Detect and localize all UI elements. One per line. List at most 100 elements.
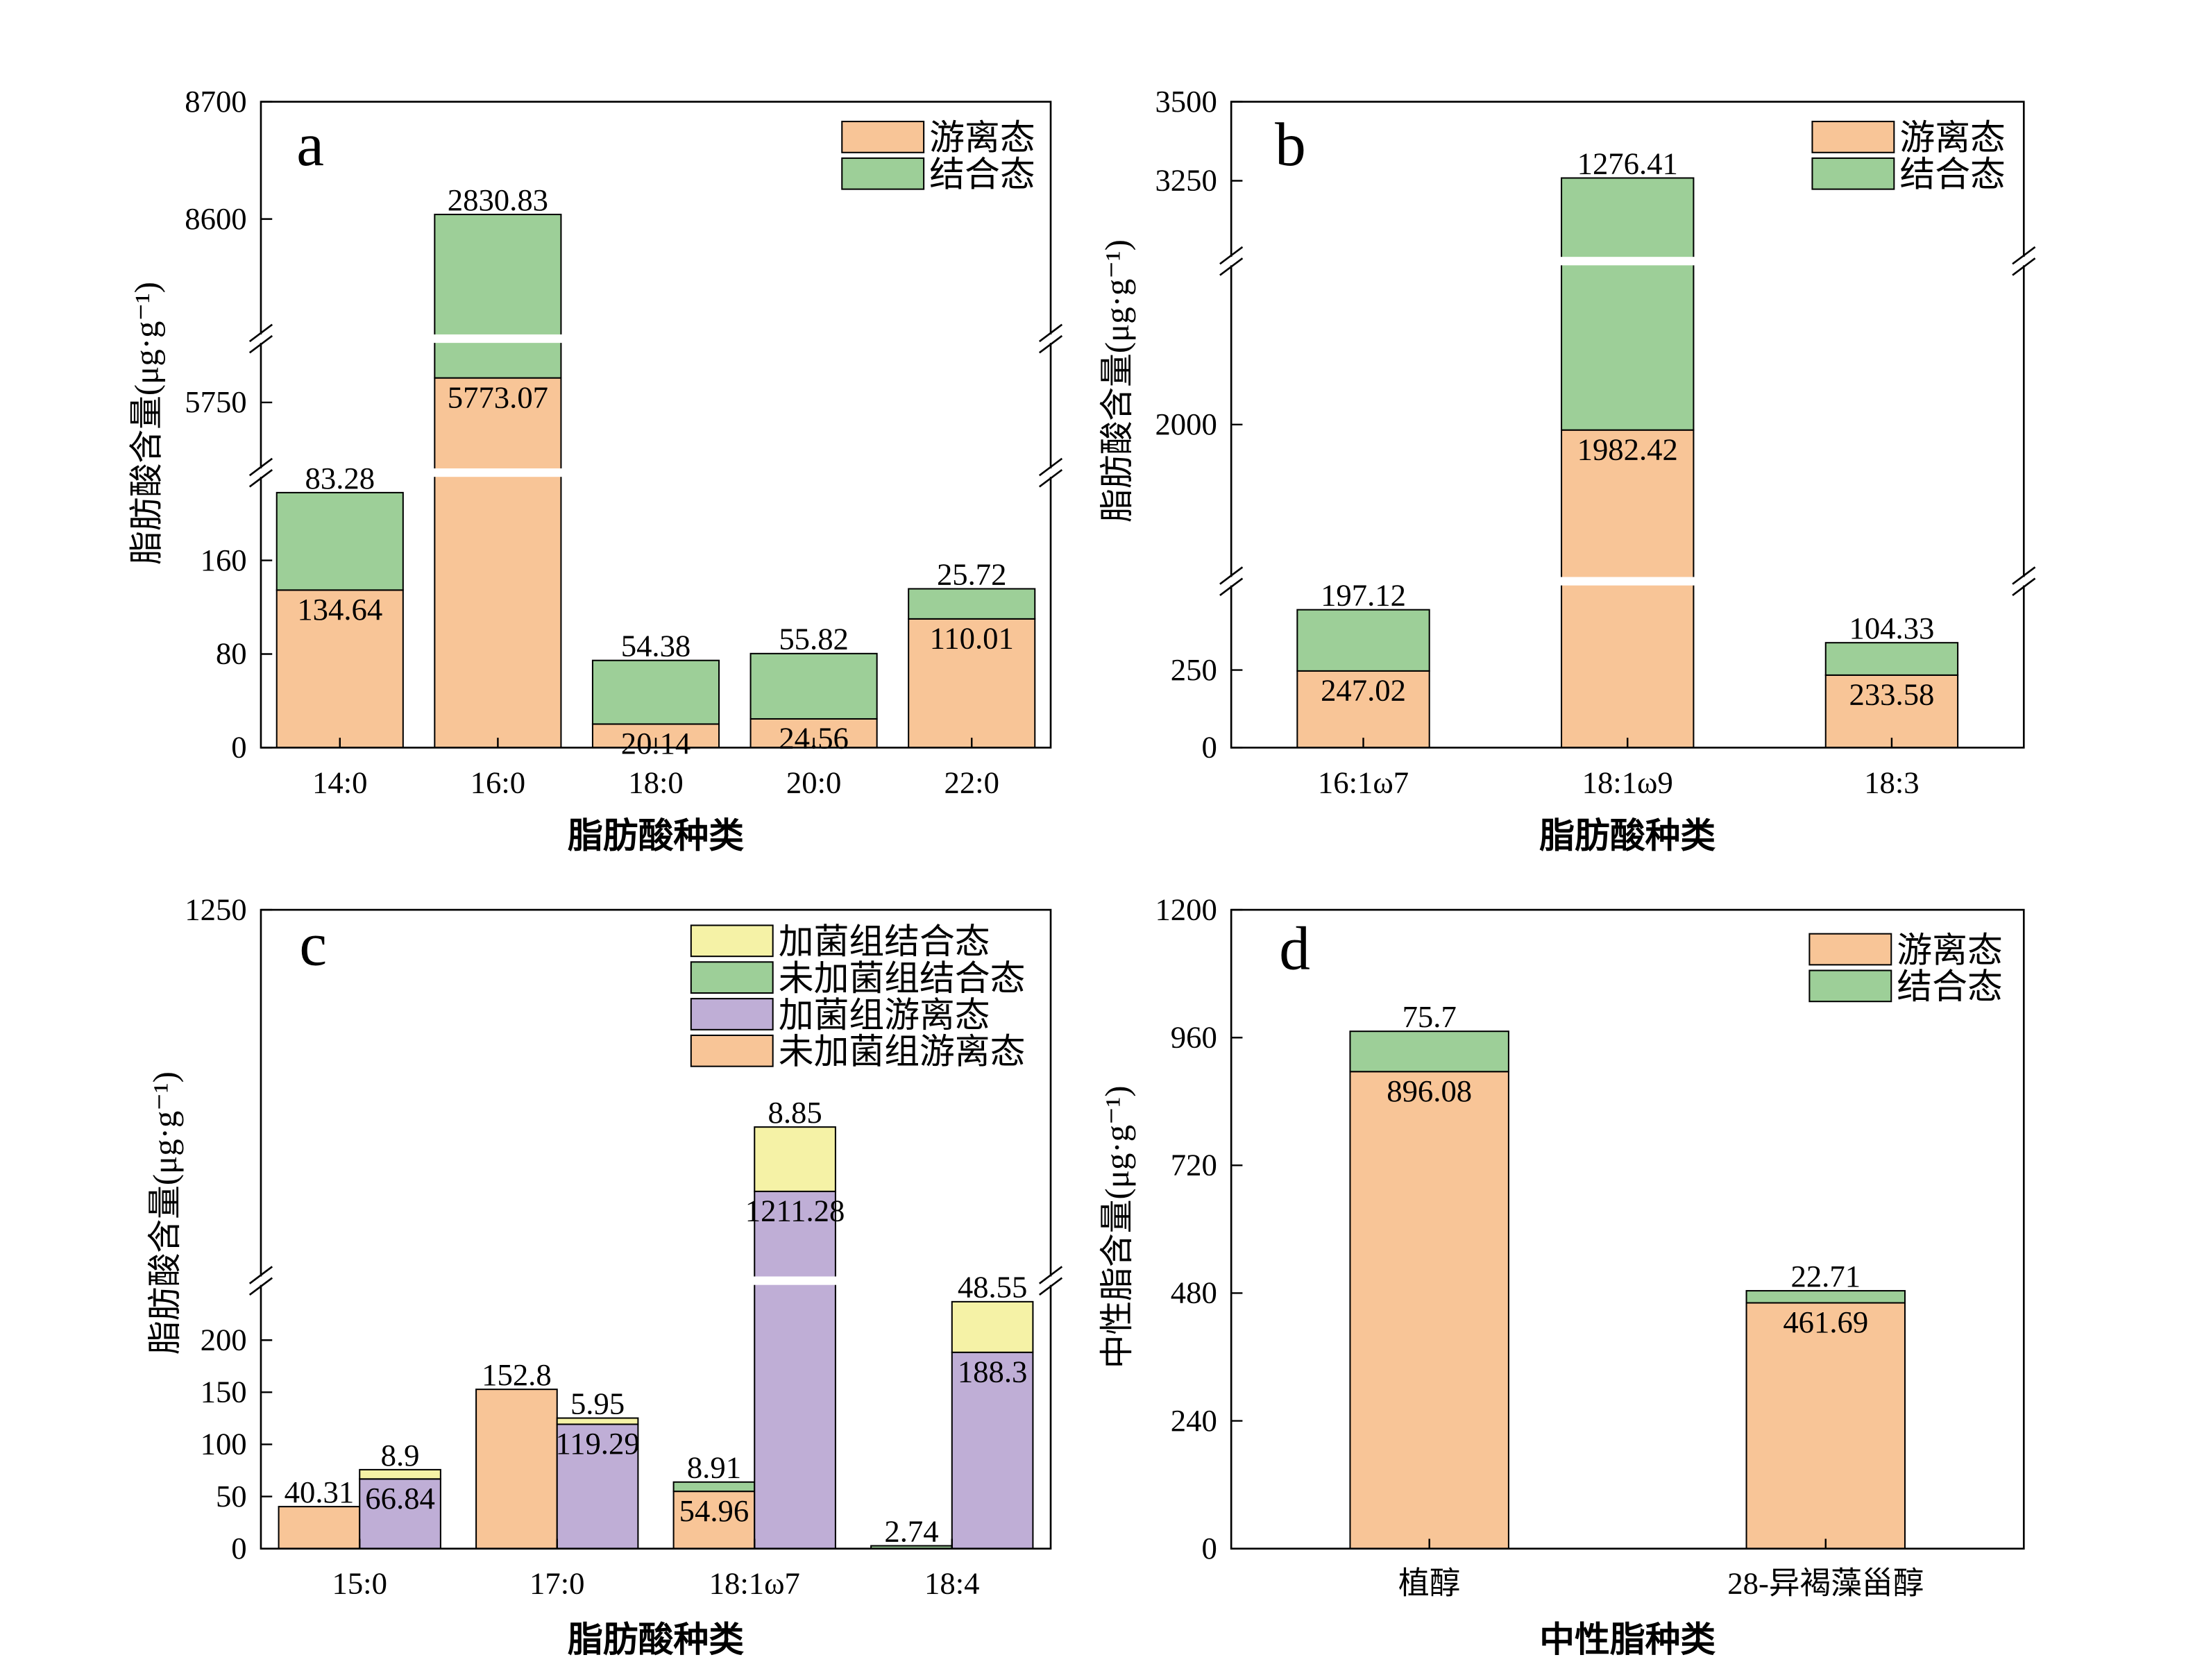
break-mark <box>248 468 273 488</box>
data-label: 66.84 <box>365 1481 435 1516</box>
panel-letter: d <box>1279 914 1310 983</box>
legend-swatch <box>690 998 774 1030</box>
data-label: 197.12 <box>1321 578 1406 613</box>
break-mark <box>1038 323 1063 343</box>
legend-swatch <box>1811 157 1895 190</box>
x-tick-label: 18:0 <box>628 765 683 799</box>
y-axis-label: 脂肪酸含量(μg·g⁻¹) <box>146 1071 184 1355</box>
legend-swatch <box>690 961 774 994</box>
x-tick-label: 28-异褐藻甾醇 <box>1727 1566 1924 1601</box>
legend-label: 加菌组结合态 <box>779 922 990 961</box>
break-mark <box>248 1266 273 1284</box>
y-tick-label: 720 <box>1171 1148 1217 1182</box>
y-tick-label: 0 <box>1201 730 1217 765</box>
legend-label: 未加菌组游离态 <box>779 1033 1026 1071</box>
x-tick-label: 20:0 <box>786 765 841 799</box>
legend-label: 结合态 <box>1899 155 2005 194</box>
bar <box>908 618 1036 749</box>
x-tick-label: 15:0 <box>332 1566 387 1601</box>
y-tick-label: 5750 <box>185 384 246 419</box>
bar <box>749 652 878 720</box>
bar <box>951 1300 1034 1353</box>
x-tick-label: 18:3 <box>1864 765 1919 799</box>
break-mark <box>1219 257 1244 276</box>
bar <box>1824 642 1959 676</box>
legend-label: 游离态 <box>1899 119 2005 158</box>
break-mark <box>1219 246 1244 265</box>
data-label: 40.31 <box>285 1475 355 1509</box>
axis-break <box>1217 257 2038 266</box>
break-mark <box>1038 468 1063 488</box>
bar <box>475 1389 558 1550</box>
break-mark <box>2012 257 2036 276</box>
bar <box>434 377 562 749</box>
x-tick-label: 17:0 <box>529 1566 584 1601</box>
data-label: 2.74 <box>884 1513 938 1548</box>
x-tick-label: 16:1ω7 <box>1318 765 1409 799</box>
y-tick-label: 2000 <box>1155 407 1217 441</box>
data-label: 110.01 <box>930 621 1014 656</box>
y-tick-label: 480 <box>1171 1275 1217 1310</box>
bar <box>1296 670 1430 749</box>
break-mark <box>1038 457 1063 477</box>
x-axis-label: 中性脂种类 <box>1539 1620 1715 1659</box>
axis-break <box>246 468 1065 477</box>
bar <box>1745 1290 1906 1304</box>
y-tick-label: 50 <box>216 1479 247 1513</box>
data-label: 152.8 <box>482 1357 552 1392</box>
x-tick-label: 18:1ω9 <box>1582 765 1673 799</box>
x-tick-label: 18:4 <box>924 1566 979 1601</box>
data-label: 233.58 <box>1849 677 1934 712</box>
plot-frame <box>260 101 1052 749</box>
data-label: 83.28 <box>305 461 375 495</box>
panel-letter: c <box>299 910 327 978</box>
data-label: 75.7 <box>1403 999 1457 1034</box>
y-tick-label: 3500 <box>1155 84 1217 119</box>
bar <box>556 1423 639 1550</box>
bar <box>1561 429 1695 749</box>
bar <box>1349 1030 1509 1073</box>
bar <box>1349 1071 1509 1550</box>
bar <box>556 1417 639 1425</box>
bar <box>672 1491 756 1550</box>
legend-label: 未加菌组结合态 <box>779 959 1026 998</box>
y-tick-label: 200 <box>201 1322 247 1357</box>
bar <box>908 588 1036 620</box>
x-axis-label: 脂肪酸种类 <box>568 817 744 856</box>
data-label: 461.69 <box>1783 1305 1868 1339</box>
legend-swatch <box>841 157 925 190</box>
y-tick-label: 1200 <box>1155 892 1217 926</box>
data-label: 119.29 <box>555 1426 639 1461</box>
break-mark <box>1038 1266 1063 1284</box>
y-tick-label: 0 <box>1201 1531 1217 1566</box>
break-mark <box>248 334 273 354</box>
break-mark <box>2012 246 2036 265</box>
data-label: 188.3 <box>958 1354 1028 1389</box>
panel-letter: a <box>296 110 324 179</box>
axis-break <box>246 334 1065 343</box>
data-label: 24.56 <box>779 721 849 756</box>
legend-label: 游离态 <box>1897 931 2002 969</box>
data-label: 5773.07 <box>448 380 548 414</box>
data-label: 8.9 <box>381 1438 420 1473</box>
y-tick-label: 80 <box>216 636 247 671</box>
bar <box>1296 609 1430 672</box>
data-label: 1982.42 <box>1577 432 1678 466</box>
data-label: 1276.41 <box>1577 146 1678 180</box>
bar <box>359 1468 441 1480</box>
y-tick-label: 160 <box>201 543 247 577</box>
y-tick-label: 240 <box>1171 1403 1217 1438</box>
break-mark <box>1038 1277 1063 1296</box>
legend-swatch <box>690 924 774 958</box>
bar <box>951 1351 1034 1550</box>
x-tick-label: 16:0 <box>471 765 525 799</box>
legend-swatch <box>1808 969 1892 1003</box>
bar <box>754 1126 836 1192</box>
y-tick-label: 960 <box>1171 1019 1217 1054</box>
bar <box>359 1478 441 1550</box>
data-label: 22.71 <box>1790 1259 1861 1293</box>
x-tick-label: 植醇 <box>1398 1566 1460 1601</box>
data-label: 48.55 <box>958 1270 1028 1305</box>
break-mark <box>1219 566 1244 585</box>
